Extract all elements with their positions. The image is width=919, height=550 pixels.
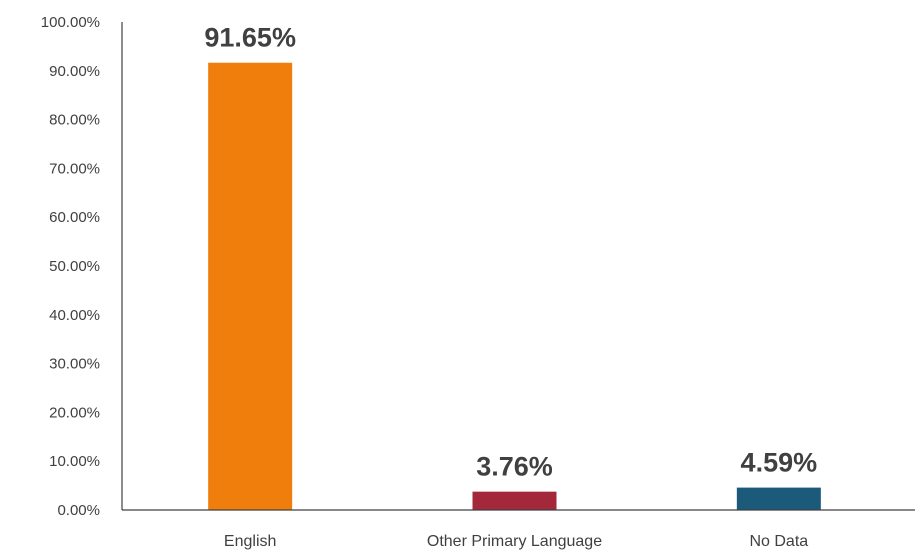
y-tick-label: 30.00% (49, 356, 100, 373)
bar (736, 487, 821, 510)
x-axis-labels: English Other Primary Language No Data (224, 533, 808, 550)
data-labels: 91.65% 3.76% 4.59% (204, 23, 817, 482)
y-tick-label: 10.00% (49, 453, 100, 470)
x-tick-label: English (224, 533, 276, 550)
x-tick-label: Other Primary Language (427, 533, 602, 550)
y-tick-label: 60.00% (49, 209, 100, 226)
y-tick-label: 80.00% (49, 112, 100, 129)
data-label: 91.65% (204, 23, 296, 53)
data-label: 4.59% (741, 448, 818, 478)
bars (208, 62, 821, 511)
y-tick-label: 0.00% (57, 502, 100, 519)
x-tick-label: No Data (749, 533, 808, 550)
y-tick-label: 20.00% (49, 404, 100, 421)
bar (208, 62, 293, 511)
y-tick-label: 100.00% (41, 14, 100, 31)
y-axis-ticks: 0.00% 10.00% 20.00% 30.00% 40.00% 50.00% 60.00… (41, 14, 100, 519)
y-tick-label: 70.00% (49, 160, 100, 177)
data-label: 3.76% (476, 452, 553, 482)
y-tick-label: 90.00% (49, 63, 100, 80)
bar (472, 491, 557, 510)
y-tick-label: 40.00% (49, 307, 100, 324)
y-tick-label: 50.00% (49, 258, 100, 275)
